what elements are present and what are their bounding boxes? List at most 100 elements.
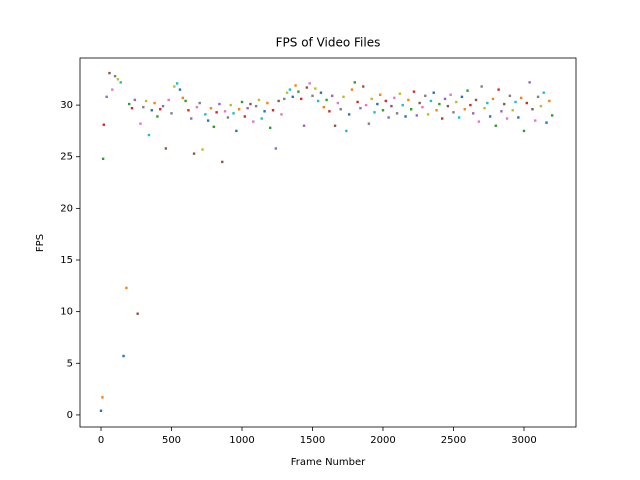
point (483, 106, 486, 110)
point (345, 129, 348, 133)
point (362, 85, 365, 88)
point (111, 88, 114, 91)
point (545, 121, 548, 124)
point (164, 147, 168, 150)
point (218, 102, 221, 106)
point (455, 100, 458, 104)
point (175, 82, 179, 85)
point (113, 74, 117, 78)
point (508, 94, 512, 97)
point (347, 113, 351, 116)
point (206, 119, 210, 122)
x-tick-label: 1000 (229, 435, 254, 446)
point (252, 120, 255, 123)
point (401, 103, 404, 107)
point (384, 99, 388, 103)
point (102, 123, 106, 126)
y-tick-label: 5 (67, 358, 73, 369)
point (522, 129, 526, 133)
x-tick-label: 0 (98, 435, 104, 446)
point (221, 160, 224, 164)
point (449, 93, 452, 96)
point (314, 87, 317, 90)
point (156, 115, 159, 118)
point (536, 95, 540, 99)
point (125, 286, 128, 290)
point (491, 97, 495, 101)
point (268, 126, 272, 130)
point (418, 101, 421, 105)
point (246, 106, 249, 110)
point (130, 106, 134, 110)
x-axis-label: Frame Number (291, 457, 366, 468)
point (105, 95, 108, 99)
point (181, 96, 184, 100)
point (271, 109, 275, 112)
point (277, 99, 280, 103)
chart-title: FPS of Video Files (276, 36, 381, 50)
point (136, 312, 139, 315)
point (198, 101, 201, 105)
point (443, 97, 447, 101)
point (542, 91, 545, 94)
plot-frame (79, 57, 577, 428)
point (438, 102, 441, 106)
point (187, 109, 190, 112)
point (167, 98, 170, 102)
point (395, 112, 399, 115)
point (147, 133, 151, 137)
point (412, 90, 416, 93)
point (407, 98, 410, 102)
point (101, 157, 105, 160)
point (359, 106, 362, 110)
x-tick-label: 2500 (441, 435, 466, 446)
point (305, 86, 309, 89)
point (370, 97, 373, 101)
point (266, 101, 269, 105)
point (497, 88, 500, 91)
point (116, 78, 120, 81)
y-tick-label: 10 (60, 307, 73, 318)
point (393, 96, 396, 100)
point (409, 108, 413, 111)
point (446, 104, 450, 108)
point (548, 99, 551, 103)
point (178, 88, 182, 91)
point (531, 108, 534, 111)
point (232, 112, 235, 115)
y-tick-label: 20 (60, 203, 73, 214)
point (364, 103, 368, 107)
point (285, 91, 289, 94)
point (99, 409, 103, 412)
point (460, 95, 464, 99)
point (101, 396, 104, 399)
point (381, 109, 385, 112)
point (212, 125, 215, 128)
point (161, 104, 165, 108)
point (514, 100, 517, 104)
point (525, 101, 528, 105)
point (173, 85, 176, 88)
x-tick-label: 3000 (511, 435, 536, 446)
point (474, 98, 478, 102)
point (128, 102, 131, 106)
y-axis-label: FPS (35, 234, 46, 252)
point (235, 129, 238, 133)
point (472, 112, 475, 115)
point (387, 116, 390, 119)
point (511, 109, 514, 112)
y-tick-label: 15 (60, 255, 73, 266)
y-tick-label: 0 (67, 410, 73, 421)
point (390, 104, 393, 108)
x-tick-label: 1500 (300, 435, 325, 446)
point (195, 105, 199, 109)
point (229, 103, 232, 107)
point (457, 116, 461, 119)
point (333, 124, 337, 127)
point (378, 93, 382, 96)
y-tick-label: 30 (60, 100, 73, 111)
point (119, 81, 122, 84)
point (319, 91, 323, 94)
point (322, 105, 325, 109)
point (517, 116, 520, 119)
